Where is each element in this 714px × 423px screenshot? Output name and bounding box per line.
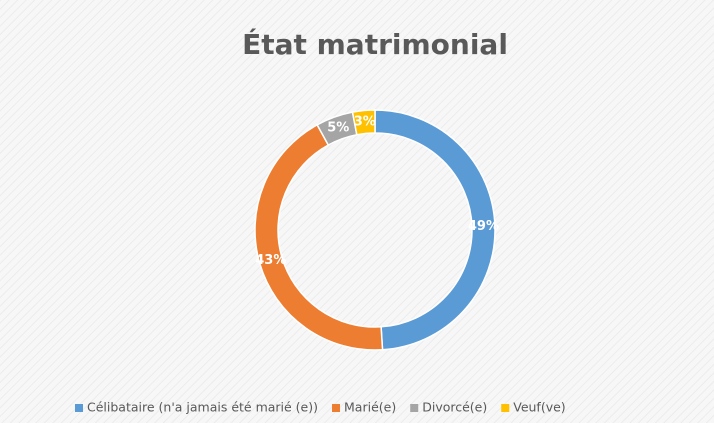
legend-swatch: [410, 404, 419, 412]
data-label: 49%: [468, 219, 499, 234]
data-label: 5%: [327, 120, 349, 135]
legend-label: Célibataire (n'a jamais été marié (e)): [87, 400, 318, 415]
legend-swatch: [75, 404, 83, 412]
legend-label: Veuf(ve): [513, 400, 565, 415]
chart-title: État matrimonial: [242, 27, 508, 61]
legend-label: Marié(e): [344, 400, 396, 415]
legend-label: Divorcé(e): [422, 400, 487, 415]
donut-slice: [351, 109, 376, 136]
legend-swatch: [332, 404, 341, 412]
data-label: 43%: [255, 253, 286, 268]
legend-swatch: [501, 404, 510, 412]
data-label: 3%: [354, 114, 376, 129]
